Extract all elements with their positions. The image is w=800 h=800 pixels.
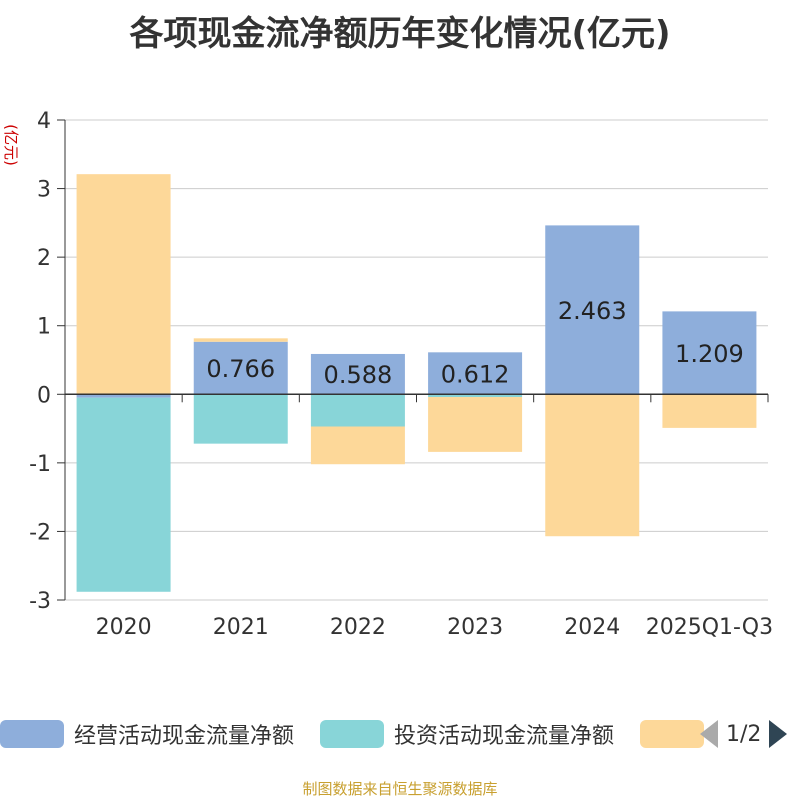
bar-series0-2024 (545, 225, 640, 395)
data-source-note: 制图数据来自恒生聚源数据库 (302, 780, 498, 798)
bar-series1-2023 (428, 394, 523, 398)
chart-title: 各项现金流净额历年变化情况(亿元) (129, 14, 671, 54)
chevron-left-icon[interactable] (700, 720, 718, 748)
y-tick-label: -3 (29, 589, 51, 614)
x-tick-label: 2023 (447, 615, 503, 640)
legend-pager: 1/2 (700, 716, 788, 752)
y-axis-label: (亿元) (2, 124, 20, 166)
y-tick-label: 4 (37, 109, 51, 134)
data-label: 0.766 (206, 355, 275, 383)
bar-series2-2023 (428, 397, 523, 452)
bar-series0-2020 (76, 394, 171, 398)
legend: 经营活动现金流量净额 投资活动现金流量净额 (0, 716, 800, 752)
bar-series1-2021 (193, 394, 288, 444)
x-tick-label: 2020 (96, 615, 152, 640)
y-tick-label: 1 (37, 315, 51, 340)
y-tick-label: 2 (37, 246, 51, 271)
legend-label-investing: 投资活动现金流量净额 (394, 724, 615, 749)
bar-series2-2021 (193, 338, 288, 342)
bar-series0-2021 (193, 341, 288, 395)
bar-series2-2022 (310, 426, 405, 465)
legend-item-operating[interactable]: 经营活动现金流量净额 (0, 716, 294, 752)
bar-chart: -3 -2 -1 0 1 2 3 4 (亿元) 0.766 0.588 0.612 2.463 1.209… (2, 109, 773, 640)
bar-series1-2020 (76, 397, 171, 592)
legend-label-operating: 经营活动现金流量净额 (74, 724, 295, 749)
bar-series0-2022 (310, 353, 405, 395)
data-label: 1.209 (675, 340, 744, 368)
legend-item-financing[interactable] (640, 716, 704, 752)
data-label: 0.612 (441, 360, 510, 388)
bar-series0-2025Q1-Q3 (662, 311, 757, 395)
x-tick-label: 2024 (564, 615, 620, 640)
x-tick-label: 2025Q1-Q3 (646, 615, 773, 640)
y-tick-label: 0 (37, 383, 51, 408)
legend-swatch-investing (320, 720, 384, 748)
bar-series2-2025Q1-Q3 (662, 394, 757, 428)
chevron-right-icon[interactable] (769, 720, 788, 748)
legend-swatch-financing (640, 720, 704, 748)
legend-page-indicator: 1/2 (726, 721, 762, 747)
y-tick-label: 3 (37, 178, 51, 203)
bar-series0-2023 (428, 352, 523, 395)
x-tick-label: 2021 (213, 615, 269, 640)
data-label: 2.463 (558, 297, 627, 325)
x-tick-label: 2022 (330, 615, 386, 640)
legend-item-investing[interactable]: 投资活动现金流量净额 (320, 716, 614, 752)
bar-series1-2022 (310, 394, 405, 427)
data-label: 0.588 (324, 361, 393, 389)
y-tick-label: -1 (29, 452, 51, 477)
legend-swatch-operating (0, 720, 64, 748)
bar-series2-2020 (76, 174, 171, 395)
bar-series2-2024 (545, 394, 640, 537)
y-tick-label: -2 (29, 520, 51, 545)
